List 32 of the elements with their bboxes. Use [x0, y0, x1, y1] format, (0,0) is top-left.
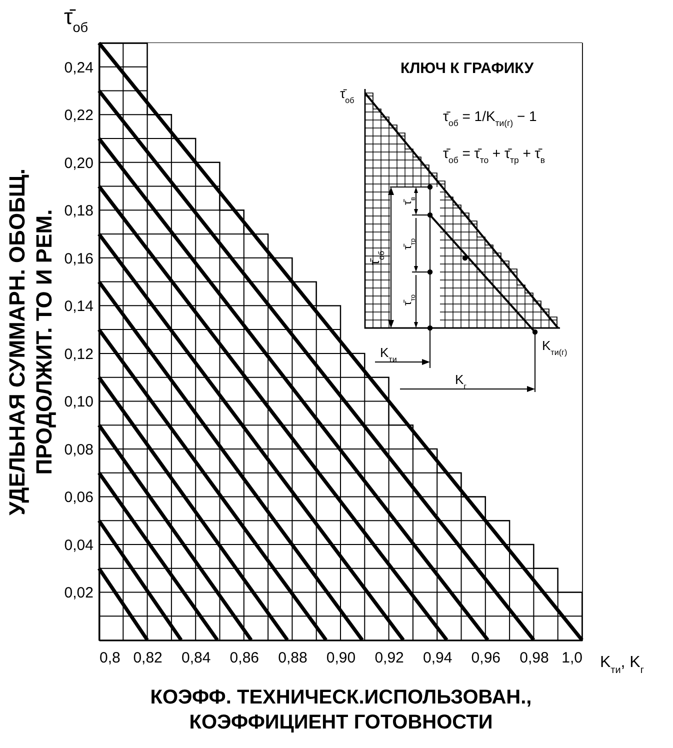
annotation: τ̄$_{об}$	[340, 86, 355, 104]
x-tick-label: 0,8	[100, 650, 120, 666]
y-tick-label: 0,06	[64, 489, 94, 506]
x-tick-label: 0,90	[326, 650, 356, 666]
x-tick-label: 1,0	[562, 650, 582, 666]
y-tick-label: 0,10	[64, 394, 94, 411]
text: K$_{ти}$, K$_{г}$	[600, 654, 644, 676]
y-tick-label: 0,02	[64, 584, 94, 602]
x-tick-label: 0,92	[374, 650, 404, 666]
y-tick-label: 0,22	[64, 107, 94, 124]
y-tick-label: 0,16	[64, 250, 94, 268]
x-tick-label: 0,98	[520, 650, 549, 666]
y-tick-label: 0,18	[64, 202, 94, 220]
x-tick-label: 0,94	[423, 650, 452, 666]
x-tick-label: 0,82	[133, 650, 162, 666]
x-tick-label: 0,86	[230, 650, 259, 666]
annotation: τ̄$_{об}$ = τ̄$_{то}$ + τ̄$_{тр}$ + τ̄$_{в}$	[443, 145, 546, 165]
x-tick-label: 0,84	[182, 650, 211, 666]
annotation: K$_{ти(г)}$	[542, 338, 568, 356]
x-tick-label: 0,96	[471, 650, 500, 666]
annotation: τ̄$_{об}$ = 1/K$_{ти(г)}$ − 1	[443, 108, 538, 128]
y-tick-label: 0,14	[64, 298, 94, 316]
y-axis-title: УДЕЛЬНАЯ СУММАРН. ОБОБЩ. ПРОДОЛЖИТ. ТО И РЕМ.	[4, 168, 56, 516]
y-tick-label: 0,24	[64, 59, 94, 76]
x-axis-title: КОЭФФ. ТЕХНИЧЕСК.ИСПОЛЬЗОВАН., КОЭФФИЦИЕНТ ГОТОВНОСТИ	[150, 686, 532, 734]
annotation: КЛЮЧ К ГРАФИКУ	[400, 60, 534, 77]
y-tick-label: 0,20	[64, 154, 94, 172]
x-tick-label: 0,88	[278, 650, 308, 666]
y-tick-label: 0,04	[64, 536, 94, 554]
y-tick-label: 0,12	[64, 346, 94, 363]
text: τ̄$_{об}$	[64, 4, 88, 34]
y-tick-label: 0,08	[64, 441, 94, 458]
